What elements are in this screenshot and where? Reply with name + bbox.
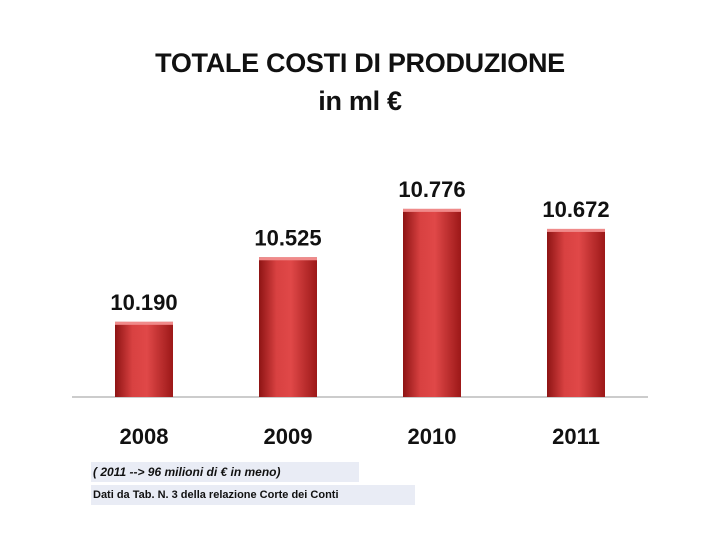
x-tick-label-2008: 2008 <box>120 424 169 449</box>
bar-top-highlight-2011 <box>547 228 605 232</box>
data-label-2009: 10.525 <box>254 225 321 250</box>
bar-2010 <box>403 208 461 397</box>
x-tick-label-2011: 2011 <box>552 424 600 449</box>
data-label-2008: 10.190 <box>110 290 177 315</box>
bar-2008 <box>115 321 173 397</box>
bar-top-highlight-2010 <box>403 208 461 212</box>
data-label-2011: 10.672 <box>542 197 609 222</box>
bar-top-highlight-2008 <box>115 321 173 325</box>
data-label-2010: 10.776 <box>398 177 465 202</box>
bar-top-highlight-2009 <box>259 257 317 261</box>
bar-2011 <box>547 228 605 397</box>
bar-2009 <box>259 257 317 397</box>
note-source: Dati da Tab. N. 3 della relazione Corte … <box>91 485 415 505</box>
chart-title-block: TOTALE COSTI DI PRODUZIONE in ml € <box>0 44 720 120</box>
chart-title: TOTALE COSTI DI PRODUZIONE <box>155 48 565 78</box>
x-tick-label-2010: 2010 <box>408 424 457 449</box>
chart-subtitle: in ml € <box>318 86 402 116</box>
x-tick-label-2009: 2009 <box>264 424 313 449</box>
note-difference: ( 2011 --> 96 milioni di € in meno) <box>91 462 359 482</box>
